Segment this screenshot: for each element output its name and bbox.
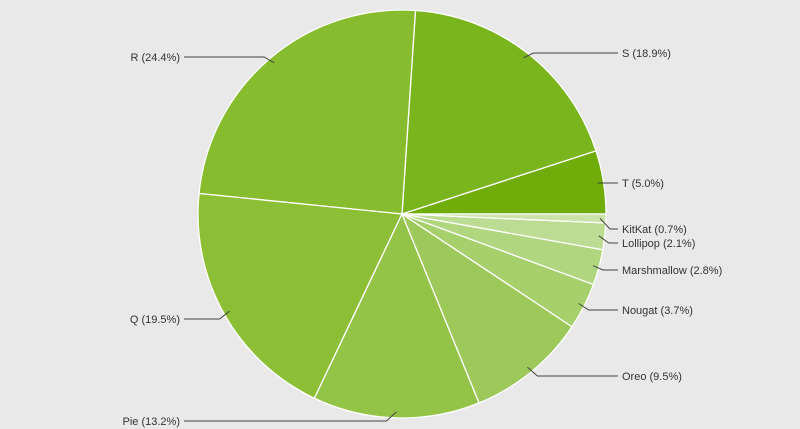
leader-line-pie: [184, 411, 397, 422]
leader-line-q: [184, 310, 230, 320]
slice-label-kitkat: KitKat (0.7%): [622, 224, 687, 236]
slice-label-q: Q (19.5%): [130, 314, 180, 326]
pie-slice-oreo: [400, 212, 573, 404]
leader-line-s: [523, 52, 618, 59]
slice-label-nougat: Nougat (3.7%): [622, 305, 693, 317]
leader-line-nougat: [578, 303, 618, 311]
pie-labels: T (5.0%) S (18.9%) R (24.4%) Q (19.5%) Pie (…: [123, 48, 723, 428]
pie-slice-s: [401, 9, 597, 215]
leader-line-kitkat: [599, 218, 618, 230]
slice-label-r: R (24.4%): [130, 52, 180, 64]
pie-slices: [197, 9, 607, 419]
slice-label-oreo: Oreo (9.5%): [622, 371, 682, 383]
slice-label-marshmallow: Marshmallow (2.8%): [622, 265, 722, 277]
leader-line-lollipop: [598, 235, 618, 244]
pie-slice-r: [198, 9, 417, 215]
pie-slice-kitkat: [401, 213, 607, 224]
leader-line-marshmallow: [592, 265, 618, 271]
leader-line-r: [184, 56, 275, 64]
slice-label-pie: Pie (13.2%): [123, 416, 180, 428]
slice-label-lollipop: Lollipop (2.1%): [622, 238, 695, 250]
leader-line-oreo: [527, 366, 618, 377]
slice-label-t: T (5.0%): [622, 178, 664, 190]
pie-slice-pie: [313, 212, 480, 419]
slice-label-s: S (18.9%): [622, 48, 671, 60]
pie-slice-q: [197, 192, 403, 400]
